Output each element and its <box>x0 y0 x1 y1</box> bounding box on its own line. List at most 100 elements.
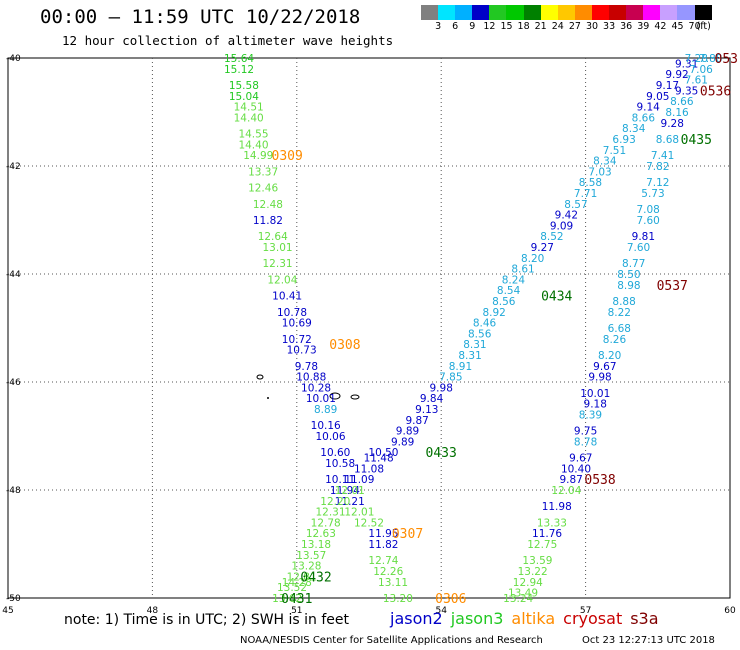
color-scale-label: 39 <box>637 21 650 32</box>
wave-height-value: 7.88 <box>699 53 722 65</box>
wave-height-value: 12.64 <box>258 231 288 243</box>
wave-height-value: 9.27 <box>531 242 554 254</box>
y-tick-label: -48 <box>6 486 21 496</box>
wave-height-value: 13.18 <box>301 539 331 551</box>
color-scale-label: 45 <box>671 21 684 32</box>
wave-height-value: 9.17 <box>656 80 679 92</box>
wave-height-value: 9.75 <box>574 426 597 438</box>
wave-height-value: 8.50 <box>617 269 640 281</box>
pass-id-label: 0538 <box>584 473 615 488</box>
wave-height-value: 8.56 <box>492 296 516 308</box>
wave-height-value: 11.08 <box>354 463 384 475</box>
wave-height-value: 8.54 <box>497 285 521 297</box>
wave-height-value: 9.13 <box>415 404 438 416</box>
wave-height-value: 9.14 <box>636 102 660 114</box>
color-scale-label: (ft) <box>696 21 711 32</box>
color-swatch <box>694 5 712 20</box>
footer-note: note: 1) Time is in UTC; 2) SWH is in fe… <box>64 612 350 628</box>
wave-height-value: 8.78 <box>574 436 597 448</box>
wave-height-value: 14.28 <box>282 577 312 589</box>
wave-height-value: 13.52 <box>277 582 307 594</box>
color-swatch <box>591 5 610 20</box>
color-scale-label: 27 <box>568 21 581 32</box>
color-swatch <box>609 5 627 20</box>
wave-height-value: 8.20 <box>598 350 621 362</box>
wave-height-value: 8.66 <box>670 96 694 108</box>
page-title: 00:00 — 11:59 UTC 10/22/2018 <box>40 6 361 28</box>
pass-id-label: 0435 <box>681 133 712 148</box>
satellite-legend-item: altika <box>511 609 556 628</box>
wave-height-value: 9.42 <box>555 210 578 222</box>
wave-height-value: 12.31 <box>315 507 345 519</box>
wave-height-value: 6.68 <box>608 323 631 335</box>
wave-height-value: 10.60 <box>320 447 350 459</box>
pass-id-label: 0536 <box>700 84 731 99</box>
color-swatch <box>523 5 541 20</box>
wave-height-value: 12.04 <box>551 485 581 497</box>
wave-height-value: 8.77 <box>622 258 645 270</box>
color-scale-label: 3 <box>435 21 442 32</box>
color-swatch <box>643 5 661 20</box>
color-swatch <box>489 5 507 20</box>
wave-height-value: 10.01 <box>306 393 336 405</box>
wave-height-value: 12.63 <box>306 528 336 540</box>
wave-height-value: 14.51 <box>234 102 264 114</box>
pass-id-label: 053 <box>715 52 738 67</box>
wave-height-value: 7.12 <box>646 177 669 189</box>
color-scale-label: 21 <box>534 21 547 32</box>
wave-height-value: 7.41 <box>651 150 674 162</box>
wave-height-value: 14.99 <box>243 150 273 162</box>
color-scale-label: 15 <box>500 21 513 32</box>
wave-height-value: 12.48 <box>253 199 283 211</box>
wave-height-value: 10.01 <box>580 388 610 400</box>
wave-height-value: 6.93 <box>612 134 635 146</box>
wave-height-value: 9.31 <box>675 58 698 70</box>
island-outline <box>256 374 264 380</box>
wave-height-value: 8.56 <box>468 328 492 340</box>
wave-height-value: 10.28 <box>301 382 331 394</box>
wave-height-value: 8.98 <box>617 280 640 292</box>
wave-height-value: 9.89 <box>396 426 419 438</box>
wave-height-value: 7.08 <box>636 204 659 216</box>
pass-id-label: 0434 <box>541 290 572 305</box>
wave-height-value: 14.40 <box>234 112 264 124</box>
x-tick-label: 54 <box>435 606 447 616</box>
color-scale-label: 24 <box>551 21 564 32</box>
pass-id-label: 0309 <box>272 149 303 164</box>
island-outline <box>350 394 360 400</box>
satellite-legend-item: s3a <box>630 609 659 628</box>
wave-height-value: 7.28 <box>685 53 708 65</box>
satellite-legend-item: jason3 <box>450 609 504 628</box>
wave-height-value: 12.52 <box>354 517 384 529</box>
color-scale-label: 70 <box>688 21 701 32</box>
satellite-legend-item: jason2 <box>390 609 443 628</box>
y-tick-label: -46 <box>6 378 21 388</box>
wave-height-value: 9.18 <box>584 399 607 411</box>
wave-height-value: 8.26 <box>603 334 627 346</box>
wave-height-value: 8.66 <box>632 112 656 124</box>
wave-height-value: 5.73 <box>641 188 664 200</box>
pass-id-label: 0307 <box>392 527 423 542</box>
wave-height-value: 13.24 <box>503 593 533 605</box>
wave-height-value: 8.20 <box>521 253 544 265</box>
wave-height-value: 13.22 <box>518 566 548 578</box>
x-tick-label: 57 <box>580 606 591 616</box>
wave-height-value: 13.33 <box>537 517 567 529</box>
wave-height-value: 8.39 <box>579 409 602 421</box>
wave-height-value: 11.76 <box>532 528 562 540</box>
color-swatch <box>660 5 678 20</box>
color-scale-label: 33 <box>603 21 616 32</box>
wave-height-value: 10.72 <box>282 334 312 346</box>
wave-height-value: 15.58 <box>229 80 259 92</box>
wave-height-value: 12.94 <box>513 577 543 589</box>
wave-height-value: 12.78 <box>311 517 341 529</box>
satellite-legend-item: cryosat <box>563 609 623 628</box>
wave-height-value: 13.62 <box>272 593 302 605</box>
wave-height-value: 11.98 <box>542 501 572 513</box>
wave-height-value: 13.01 <box>263 242 293 254</box>
y-tick-label: -42 <box>6 162 21 172</box>
wave-height-value: 10.41 <box>272 291 302 303</box>
wave-height-value: 10.06 <box>315 431 345 443</box>
wave-height-value: 14.55 <box>238 129 268 141</box>
color-swatch <box>438 5 456 20</box>
